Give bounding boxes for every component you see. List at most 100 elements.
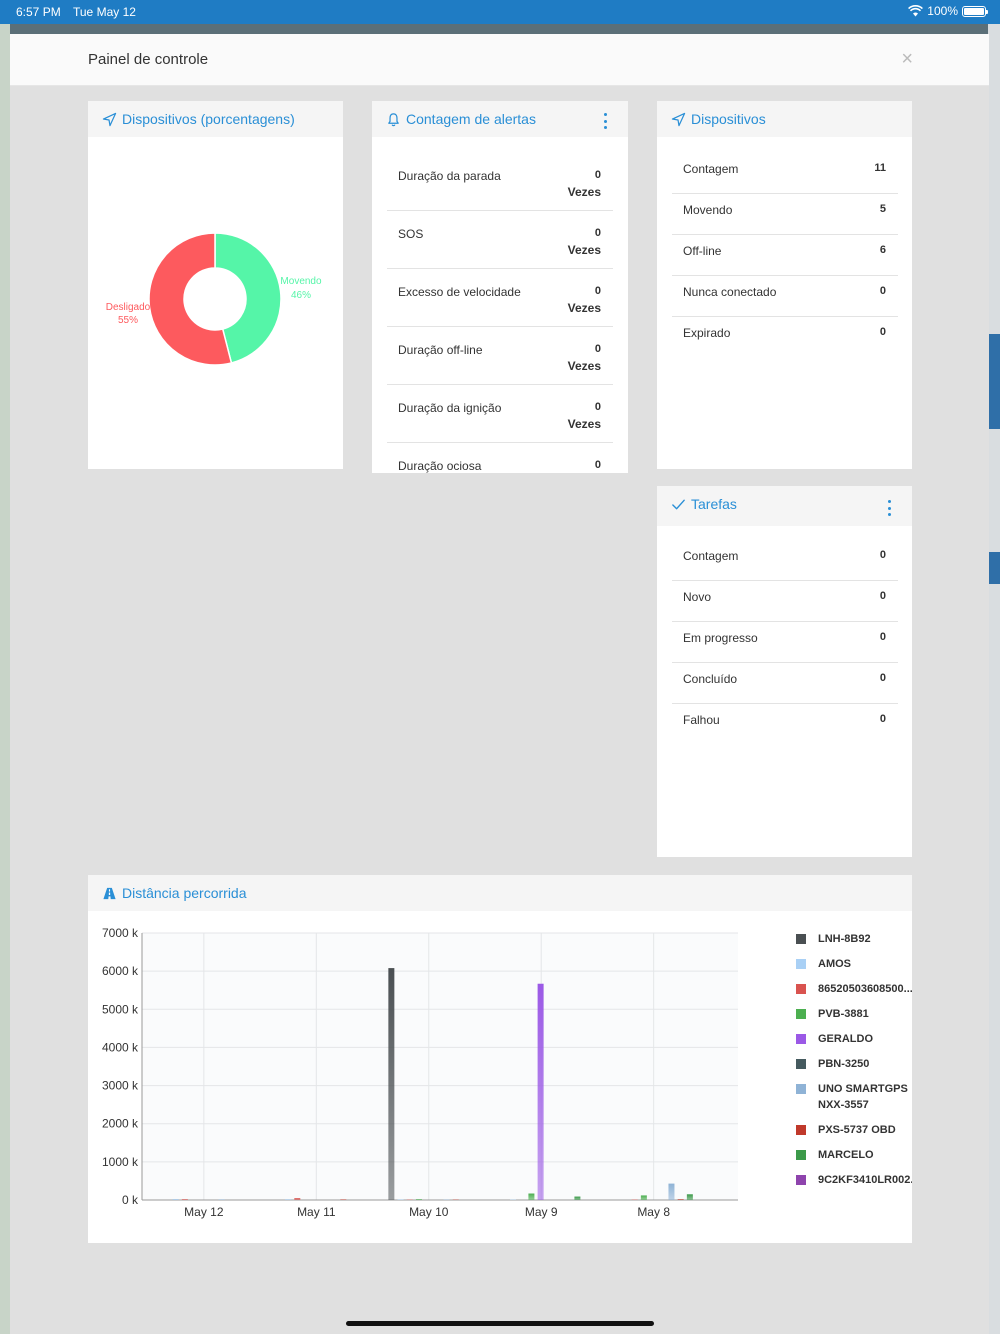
stat-label: Falhou [683, 713, 720, 727]
alert-label: Duração da ignição [398, 401, 502, 415]
legend-swatch [796, 1125, 806, 1135]
status-time: 6:57 PM [16, 5, 61, 19]
task-stat-row: Contagem 0 [672, 540, 898, 581]
legend-item[interactable]: LNH-8B92 [796, 933, 912, 947]
donut-chart: Movendo 46% Desligado 55% [106, 232, 322, 366]
stat-label: Concluído [683, 672, 738, 686]
bar-pxs-5737-obd [340, 1199, 347, 1200]
alert-count: 0 [594, 343, 601, 355]
stat-value: 0 [879, 713, 886, 725]
y-tick-label: 2000 k [102, 1117, 139, 1131]
alert-unit: Vezes [567, 185, 601, 199]
card-header: Dispositivos (porcentagens) [88, 101, 343, 137]
alert-row: Excesso de velocidade 0 Vezes [387, 269, 613, 327]
donut-slice-moving [214, 232, 282, 364]
more-vertical-icon[interactable] [886, 500, 892, 516]
home-indicator [346, 1321, 654, 1326]
navigation-arrow-icon [671, 112, 686, 126]
alert-label: Excesso de velocidade [398, 285, 521, 299]
stat-label: Movendo [683, 203, 733, 217]
alert-row: Duração da ignição 0 Vezes [387, 385, 613, 443]
close-icon[interactable]: × [901, 48, 913, 70]
stat-label: Contagem [683, 549, 739, 563]
more-vertical-icon[interactable] [602, 113, 608, 129]
stat-label: Off-line [683, 244, 722, 258]
devices-percentage-card: Dispositivos (porcentagens) Movendo 46% … [88, 101, 343, 469]
legend-item[interactable]: 86520503608500... [796, 983, 912, 997]
road-icon [103, 887, 116, 899]
distance-card: Distância percorrida 0 k 1000 k 2000 k 3000… [88, 875, 912, 1243]
tasks-card: Tarefas Contagem 0 Novo 0 Em progresso 0 Concl… [657, 486, 912, 857]
alert-unit: Vezes [567, 417, 601, 431]
legend-label: 9C2KF3410LR002... [818, 1174, 912, 1186]
legend-item[interactable]: 9C2KF3410LR002... [796, 1174, 912, 1188]
wifi-icon [908, 5, 924, 17]
dashboard-modal: Painel de controle × Dispositivos (porce… [10, 34, 989, 1334]
legend-swatch [796, 934, 806, 944]
battery-icon [962, 5, 988, 17]
bar-marcelo [686, 1194, 693, 1200]
legend-item[interactable]: MARCELO [796, 1149, 912, 1163]
y-tick-label: 6000 k [102, 964, 139, 978]
task-stat-row: Concluído 0 [672, 663, 898, 704]
y-tick-label: 3000 k [102, 1079, 139, 1093]
stat-label: Novo [683, 590, 712, 604]
stat-value: 0 [879, 631, 886, 643]
bar-amos [172, 1199, 179, 1200]
legend-item[interactable]: GERALDO [796, 1033, 912, 1047]
alert-label: Duração da parada [398, 169, 501, 183]
task-stat-row: Falhou 0 [672, 704, 898, 745]
alert-count: 0 [594, 227, 601, 239]
stat-label: Contagem [683, 162, 739, 176]
legend-item[interactable]: UNO SMARTGPS NXX-3557 [796, 1083, 912, 1113]
legend-item[interactable]: PXS-5737 OBD [796, 1124, 912, 1138]
devices-card: Dispositivos Contagem 11 Movendo 5 Off-line 6… [657, 101, 912, 469]
stat-value: 0 [879, 326, 886, 338]
y-tick-label: 7000 k [102, 926, 139, 940]
alert-label: SOS [398, 227, 424, 241]
donut-slice-off [148, 232, 233, 366]
y-tick-label: 4000 k [102, 1040, 139, 1054]
background-panel-right [988, 24, 1000, 1334]
legend-label: UNO SMARTGPS NXX-3557 [818, 1083, 908, 1111]
alert-count: 0 [594, 169, 601, 181]
stat-label: Em progresso [683, 631, 758, 645]
bar-amos [285, 1199, 292, 1200]
bar-geraldo [537, 983, 544, 1200]
bar-86520503608500- [181, 1199, 188, 1200]
legend-swatch [796, 1084, 806, 1094]
status-bar: 6:57 PM Tue May 12 100% [0, 0, 1000, 24]
bar-amos [397, 1199, 404, 1200]
stat-value: 0 [879, 672, 886, 684]
legend-item[interactable]: AMOS [796, 958, 912, 972]
legend-label: AMOS [818, 958, 851, 970]
device-stat-row: Off-line 6 [672, 235, 898, 276]
alert-row: Duração off-line 0 Vezes [387, 327, 613, 385]
x-tick-label: May 10 [409, 1205, 449, 1219]
legend-item[interactable]: PVB-3881 [796, 1008, 912, 1022]
alert-row: SOS 0 Vezes [387, 211, 613, 269]
card-title: Dispositivos (porcentagens) [122, 111, 295, 127]
bell-icon [388, 112, 399, 126]
stat-value: 5 [879, 203, 886, 215]
alert-unit: Vezes [567, 243, 601, 257]
card-header: Contagem de alertas [372, 101, 628, 137]
bar-lnh-8b92 [388, 968, 395, 1200]
bar-pxs-5737-obd [677, 1199, 684, 1200]
alert-label: Duração off-line [398, 343, 483, 357]
legend-item[interactable]: PBN-3250 [796, 1058, 912, 1072]
alert-count: 0 [594, 401, 601, 413]
chart-legend: LNH-8B92 AMOS 86520503608500... PVB-3881 GER… [796, 933, 912, 1199]
y-tick-label: 1000 k [102, 1155, 139, 1169]
legend-label: LNH-8B92 [818, 933, 871, 945]
plot-background [142, 933, 738, 1200]
bar-pvb-3881 [415, 1199, 422, 1200]
card-header: Dispositivos [657, 101, 912, 137]
x-tick-label: May 9 [525, 1205, 558, 1219]
slice-label-off: Desligado [106, 302, 151, 313]
card-title: Tarefas [691, 496, 737, 512]
bar-86520503608500- [294, 1198, 301, 1200]
stat-value: 0 [879, 285, 886, 297]
x-tick-label: May 12 [184, 1205, 224, 1219]
stat-value: 6 [879, 244, 886, 256]
